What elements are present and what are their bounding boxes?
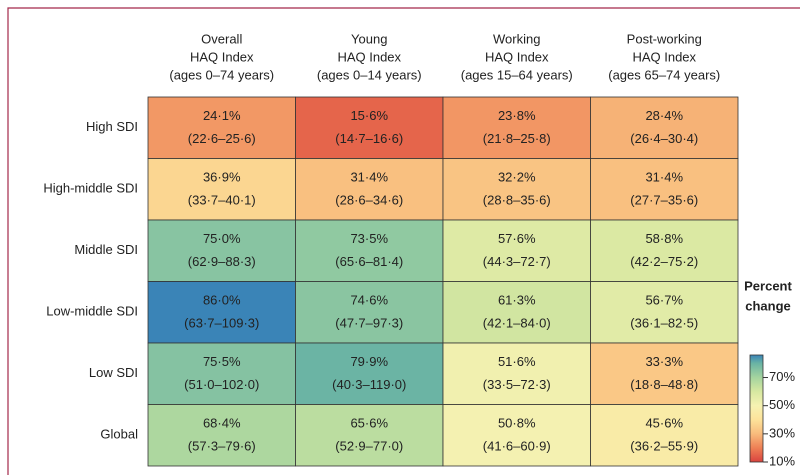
heatmap-cell [590,342,739,405]
column-header: Working [493,31,540,46]
ci-label: (44·3–72·7) [483,254,551,269]
colorbar-tick-label: 50% [769,397,795,412]
heatmap-cell [442,96,591,159]
value-label: 68·4% [203,416,241,431]
column-header: HAQ Index [190,49,254,64]
column-header: Young [351,31,387,46]
heatmap-cell [442,281,591,344]
row-label: Low-middle SDI [46,304,138,319]
heatmap-cell [295,219,444,282]
column-header: (ages 0–14 years) [317,67,422,82]
ci-label: (62·9–88·3) [188,254,256,269]
value-label: 33·3% [645,354,683,369]
ci-label: (14·7–16·6) [335,131,403,146]
row-label: High SDI [86,119,138,134]
ci-label: (52·9–77·0) [335,439,403,454]
heatmap-cell [295,342,444,405]
heatmap-cell [590,96,739,159]
colorbar [749,354,764,463]
ci-label: (42·1–84·0) [483,316,551,331]
heatmap-cell [590,158,739,221]
ci-label: (26·4–30·4) [630,131,698,146]
value-label: 73·5% [350,231,388,246]
value-label: 56·7% [645,293,683,308]
colorbar-title: Percent [744,278,792,293]
value-label: 50·8% [498,416,536,431]
heatmap-cell [295,96,444,159]
ci-label: (27·7–35·6) [630,193,698,208]
colorbar-tick-label: 30% [769,425,795,440]
ci-label: (57·3–79·6) [188,439,256,454]
value-label: 15·6% [350,108,388,123]
column-header: (ages 15–64 years) [461,67,573,82]
value-label: 75·5% [203,354,241,369]
heatmap-cell [295,404,444,467]
ci-label: (65·6–81·4) [335,254,403,269]
colorbar-tick-label: 10% [769,453,795,468]
ci-label: (18·8–48·8) [630,377,698,392]
heatmap-cell [590,404,739,467]
heatmap-cell [147,404,296,467]
ci-label: (41·6–60·9) [483,439,551,454]
column-header: (ages 65–74 years) [608,67,720,82]
value-label: 58·8% [645,231,683,246]
ci-label: (47·7–97·3) [335,316,403,331]
ci-label: (21·8–25·8) [483,131,551,146]
ci-label: (40·3–119·0) [332,377,406,392]
row-label: Global [100,427,138,442]
column-header: Overall [201,31,242,46]
column-header: Post-working [627,31,702,46]
heatmap-cell [442,404,591,467]
ci-label: (28·8–35·6) [483,193,551,208]
ci-label: (33·5–72·3) [483,377,551,392]
row-label: High-middle SDI [43,181,138,196]
value-label: 75·0% [203,231,241,246]
value-label: 31·4% [350,170,388,185]
value-label: 61·3% [498,293,536,308]
value-label: 57·6% [498,231,536,246]
heatmap-cell [590,219,739,282]
value-label: 31·4% [645,170,683,185]
value-label: 79·9% [350,354,388,369]
heatmap-cell [147,158,296,221]
value-label: 36·9% [203,170,241,185]
column-header: HAQ Index [485,49,549,64]
value-label: 28·4% [645,108,683,123]
heatmap-cell [442,342,591,405]
heatmap-cell [442,219,591,282]
heatmap-cell [442,158,591,221]
row-label: Middle SDI [74,242,138,257]
heatmap-cell [590,281,739,344]
ci-label: (63·7–109·3) [184,316,259,331]
ci-label: (51·0–102·0) [184,377,259,392]
value-label: 65·6% [350,416,388,431]
colorbar-tick-label: 70% [769,369,795,384]
heatmap-cell [147,281,296,344]
ci-label: (36·1–82·5) [630,316,698,331]
frame [7,7,800,475]
ci-label: (22·6–25·6) [188,131,256,146]
value-label: 74·6% [350,293,388,308]
heatmap-cell [295,281,444,344]
ci-label: (33·7–40·1) [188,193,256,208]
colorbar-title: change [745,298,791,313]
value-label: 32·2% [498,170,536,185]
row-label: Low SDI [89,365,138,380]
value-label: 86·0% [203,293,241,308]
heatmap-cell [147,219,296,282]
heatmap-cell [147,96,296,159]
value-label: 23·8% [498,108,536,123]
column-header: HAQ Index [632,49,696,64]
column-header: HAQ Index [337,49,401,64]
ci-label: (36·2–55·9) [630,439,698,454]
column-header: (ages 0–74 years) [169,67,274,82]
ci-label: (28·6–34·6) [335,193,403,208]
heatmap-cell [295,158,444,221]
value-label: 51·6% [498,354,536,369]
value-label: 45·6% [645,416,683,431]
ci-label: (42·2–75·2) [630,254,698,269]
heatmap-cell [147,342,296,405]
value-label: 24·1% [203,108,241,123]
